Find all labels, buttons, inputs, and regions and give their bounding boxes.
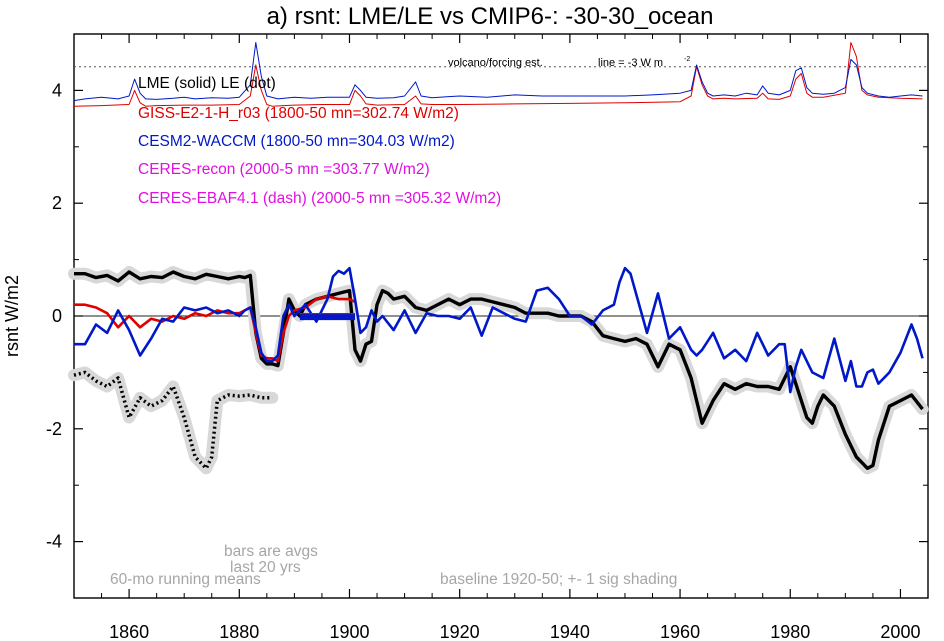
chart-annotations: volcano/forcing est. line = -3 W m -2 bars … <box>110 56 690 588</box>
x-tick-label: 1960 <box>660 622 700 641</box>
x-tick-label: 1920 <box>440 622 480 641</box>
running-mean-annotation: 60-mo running means <box>110 571 261 588</box>
series-line <box>73 42 923 107</box>
y-tick-label: 4 <box>52 80 62 100</box>
series-line <box>74 266 924 394</box>
legend-entry: GISS-E2-1-H_r03 (1800-50 mn=302.74 W/m2) <box>138 105 459 122</box>
chart-legend: LME (solid) LE (dot) GISS-E2-1-H_r03 (180… <box>138 75 501 207</box>
plot-area: 1860 1880 1900 1920 1940 1960 1980 2000 -4 -2 0 2 4 <box>46 33 929 641</box>
series-line <box>74 270 924 470</box>
x-tick-label: 1940 <box>550 622 590 641</box>
x-tick-label: 1900 <box>329 622 369 641</box>
y-tick-label: -2 <box>46 419 62 439</box>
series-line <box>73 42 923 102</box>
x-tick-label: 1880 <box>219 622 259 641</box>
y-tick-label: 2 <box>52 193 62 213</box>
baseline-annotation: baseline 1920-50; +- 1 sig shading <box>440 571 677 588</box>
x-tick-label: 1980 <box>770 622 810 641</box>
line-annotation-superscript: -2 <box>684 56 690 63</box>
y-tick-label: 0 <box>52 306 62 326</box>
legend-entry: LME (solid) LE (dot) <box>138 75 276 92</box>
legend-entry: CERES-recon (2000-5 mn =303.77 W/m2) <box>138 161 430 178</box>
y-tick-label: -4 <box>46 532 62 552</box>
legend-entry: CERES-EBAF4.1 (dash) (2000-5 mn =305.32 … <box>138 190 501 207</box>
x-tick-label: 2000 <box>880 622 920 641</box>
x-tick-label: 1860 <box>109 622 149 641</box>
volcano-annotation: volcano/forcing est. <box>448 57 543 69</box>
bars-annotation: last 20 yrs <box>230 559 301 576</box>
series-line <box>73 370 273 471</box>
shading-band <box>68 366 279 475</box>
y-axis-label: rsnt W/m2 <box>2 275 22 357</box>
bars-annotation: bars are avgs <box>224 543 318 560</box>
line-annotation: line = -3 W m <box>598 57 663 69</box>
chart-title: a) rsnt: LME/LE vs CMIP6-: -30-30_ocean <box>267 3 714 30</box>
legend-entry: CESM2-WACCM (1800-50 mn=304.03 W/m2) <box>138 133 455 150</box>
